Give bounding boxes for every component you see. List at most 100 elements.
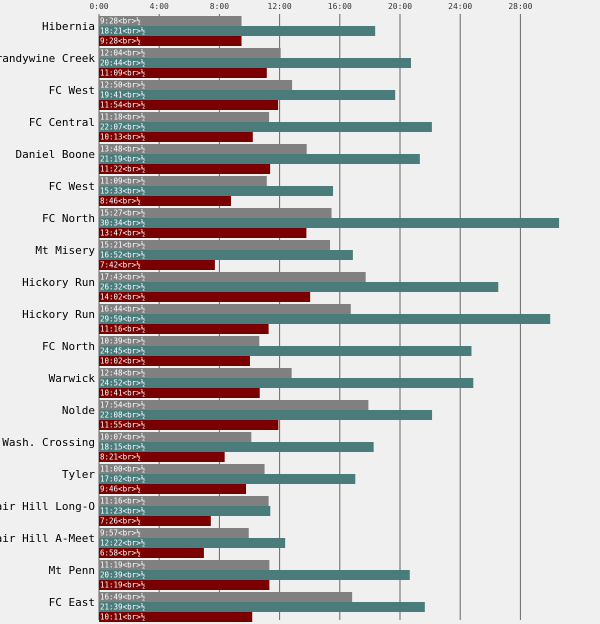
bar-value-label: 11:55<br>½ [100,421,146,430]
bar [99,240,331,250]
bar [99,528,249,538]
category-label: Wash. Crossing [2,436,95,449]
x-tick-label: 0:00 [89,2,108,11]
category-label: Hickory Run [22,308,95,321]
x-tick-label: 4:00 [150,2,169,11]
bar-value-label: 9:28<br>½ [100,17,141,26]
bar [99,356,250,366]
bar-value-label: 11:19<br>½ [100,561,146,570]
category-label: Hickory Run [22,276,95,289]
bar-value-label: 11:22<br>½ [100,165,146,174]
bar-value-label: 7:26<br>½ [100,517,141,526]
x-tick-labels: 0:00 4:00 8:00 12:00 16:00 20:00 24:00 28:00 [89,2,532,11]
bar-value-label: 10:13<br>½ [100,133,146,142]
x-tick-label: 12:00 [268,2,292,11]
bar-value-label: 11:00<br>½ [100,465,146,474]
bar [99,602,425,612]
bar [99,506,271,516]
bar [99,26,376,36]
bar [99,90,396,100]
bar [99,336,260,346]
bar [99,36,242,46]
bar [99,48,281,58]
bar-value-label: 22:07<br>½ [100,123,146,132]
x-tick-label: 20:00 [388,2,412,11]
bar-value-label: 17:54<br>½ [100,401,146,410]
bar-value-label: 8:21<br>½ [100,453,141,462]
bar [99,538,286,548]
bar-value-label: 15:33<br>½ [100,187,146,196]
category-label: FC East [49,596,95,609]
bar [99,260,215,270]
category-label: FC Central [29,116,95,129]
category-label: Hibernia [42,20,95,33]
bar [99,282,499,292]
bar [99,122,432,132]
bar [99,154,420,164]
bar-value-label: 16:49<br>½ [100,593,146,602]
bar-value-label: 16:44<br>½ [100,305,146,314]
bar-value-label: 16:52<br>½ [100,251,146,260]
bar [99,176,267,186]
bar [99,186,334,196]
category-label: Brandywine Creek [0,52,95,65]
bar [99,58,411,68]
bar-value-label: 11:18<br>½ [100,113,146,122]
bar-value-label: 9:46<br>½ [100,485,141,494]
bar-value-label: 9:57<br>½ [100,529,141,538]
bar [99,452,225,462]
bar-value-label: 11:16<br>½ [100,497,146,506]
bar-value-label: 10:07<br>½ [100,433,146,442]
bar-value-label: 11:54<br>½ [100,101,146,110]
bar-value-label: 18:15<br>½ [100,443,146,452]
bar-value-label: 13:47<br>½ [100,229,146,238]
bar-value-label: 12:22<br>½ [100,539,146,548]
bar-value-label: 21:39<br>½ [100,603,146,612]
bar-value-label: 12:48<br>½ [100,369,146,378]
category-label: FC West [49,180,95,193]
x-tick-label: 28:00 [508,2,532,11]
bar [99,228,307,238]
bar [99,208,332,218]
bar-value-label: 8:46<br>½ [100,197,141,206]
bar-value-labels: 9:28<br>½18:21<br>½9:28<br>½12:04<br>½20… [100,17,146,622]
bar-value-label: 17:43<br>½ [100,273,146,282]
bar [99,100,279,110]
x-tick-label: 24:00 [448,2,472,11]
category-label: Mt Penn [49,564,95,577]
bar-value-label: 29:59<br>½ [100,315,146,324]
bar [99,612,253,622]
bar [99,580,270,590]
bar [99,164,271,174]
bars [99,16,560,622]
bar-value-label: 10:39<br>½ [100,337,146,346]
bar [99,132,253,142]
bar [99,144,307,154]
category-label: Tyler [62,468,95,481]
bar-value-label: 9:28<br>½ [100,37,141,46]
bar-value-label: 18:21<br>½ [100,27,146,36]
bar [99,400,369,410]
category-label: Nolde [62,404,95,417]
bar-value-label: 19:41<br>½ [100,91,146,100]
bar [99,250,353,260]
bar [99,68,267,78]
bar-value-label: 26:32<br>½ [100,283,146,292]
bar [99,80,293,90]
bar [99,496,269,506]
bar-value-label: 15:27<br>½ [100,209,146,218]
category-label: FC North [42,212,95,225]
bar-value-label: 22:08<br>½ [100,411,146,420]
bar [99,592,353,602]
bar [99,112,270,122]
bar [99,432,252,442]
bar-value-label: 7:42<br>½ [100,261,141,270]
bar [99,346,472,356]
bar-value-label: 17:02<br>½ [100,475,146,484]
bar [99,548,204,558]
bar [99,388,260,398]
bar-value-label: 10:02<br>½ [100,357,146,366]
bar-value-label: 10:11<br>½ [100,613,146,622]
bar [99,484,247,494]
